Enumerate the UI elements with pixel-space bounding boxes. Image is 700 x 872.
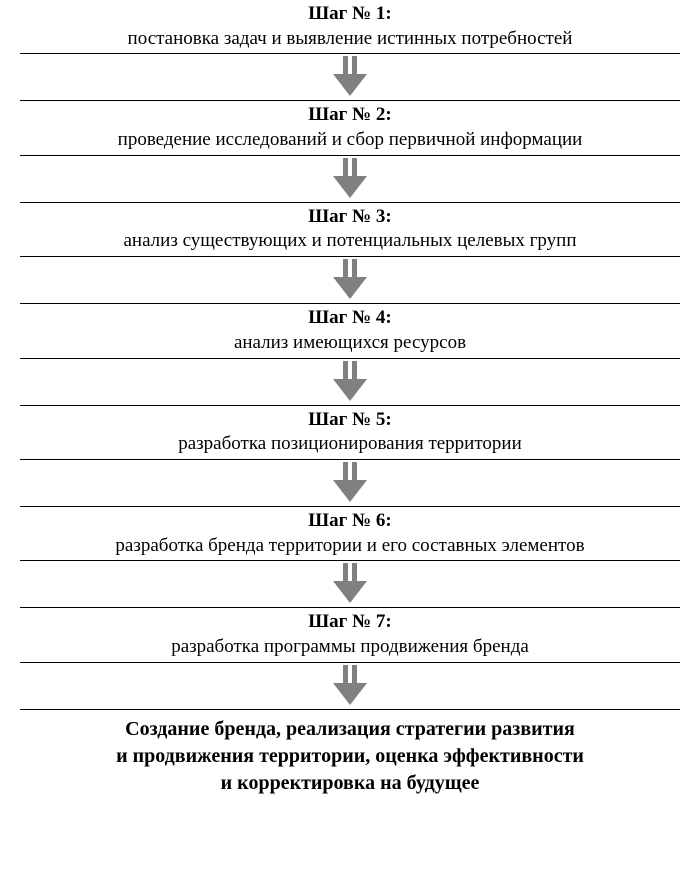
step-3: Шаг № 3: анализ существующих и потенциал… [20, 203, 680, 256]
flowchart-container: Шаг № 1: постановка задач и выявление ис… [0, 0, 700, 797]
arrow-3 [20, 257, 680, 303]
arrow-5 [20, 460, 680, 506]
step-4: Шаг № 4: анализ имеющихся ресурсов [20, 304, 680, 357]
down-arrow-icon [333, 259, 367, 299]
step-2: Шаг № 2: проведение исследований и сбор … [20, 101, 680, 154]
down-arrow-icon [333, 563, 367, 603]
arrow-4 [20, 359, 680, 405]
step-6: Шаг № 6: разработка бренда территории и … [20, 507, 680, 560]
step-5-desc: разработка позиционирования территории [20, 432, 680, 457]
arrow-1 [20, 54, 680, 100]
step-2-title: Шаг № 2: [20, 103, 680, 128]
step-7: Шаг № 7: разработка программы продвижени… [20, 608, 680, 661]
step-4-title: Шаг № 4: [20, 306, 680, 331]
down-arrow-icon [333, 56, 367, 96]
final-block: Создание бренда, реализация стратегии ра… [20, 710, 680, 797]
step-7-desc: разработка программы продвижения бренда [20, 635, 680, 660]
down-arrow-icon [333, 665, 367, 705]
step-5: Шаг № 5: разработка позиционирования тер… [20, 406, 680, 459]
step-2-desc: проведение исследований и сбор первичной… [20, 128, 680, 153]
step-7-title: Шаг № 7: [20, 610, 680, 635]
arrow-2 [20, 156, 680, 202]
final-line-3: и корректировка на будущее [40, 770, 660, 797]
step-5-title: Шаг № 5: [20, 408, 680, 433]
arrow-6 [20, 561, 680, 607]
step-6-title: Шаг № 6: [20, 509, 680, 534]
step-3-desc: анализ существующих и потенциальных целе… [20, 229, 680, 254]
down-arrow-icon [333, 361, 367, 401]
arrow-7 [20, 663, 680, 709]
final-line-2: и продвижения территории, оценка эффекти… [40, 743, 660, 770]
final-line-1: Создание бренда, реализация стратегии ра… [40, 716, 660, 743]
step-3-title: Шаг № 3: [20, 205, 680, 230]
step-6-desc: разработка бренда территории и его соста… [20, 534, 680, 559]
down-arrow-icon [333, 158, 367, 198]
step-1-title: Шаг № 1: [20, 2, 680, 27]
step-4-desc: анализ имеющихся ресурсов [20, 331, 680, 356]
step-1-desc: постановка задач и выявление истинных по… [20, 27, 680, 52]
step-1: Шаг № 1: постановка задач и выявление ис… [20, 0, 680, 53]
down-arrow-icon [333, 462, 367, 502]
